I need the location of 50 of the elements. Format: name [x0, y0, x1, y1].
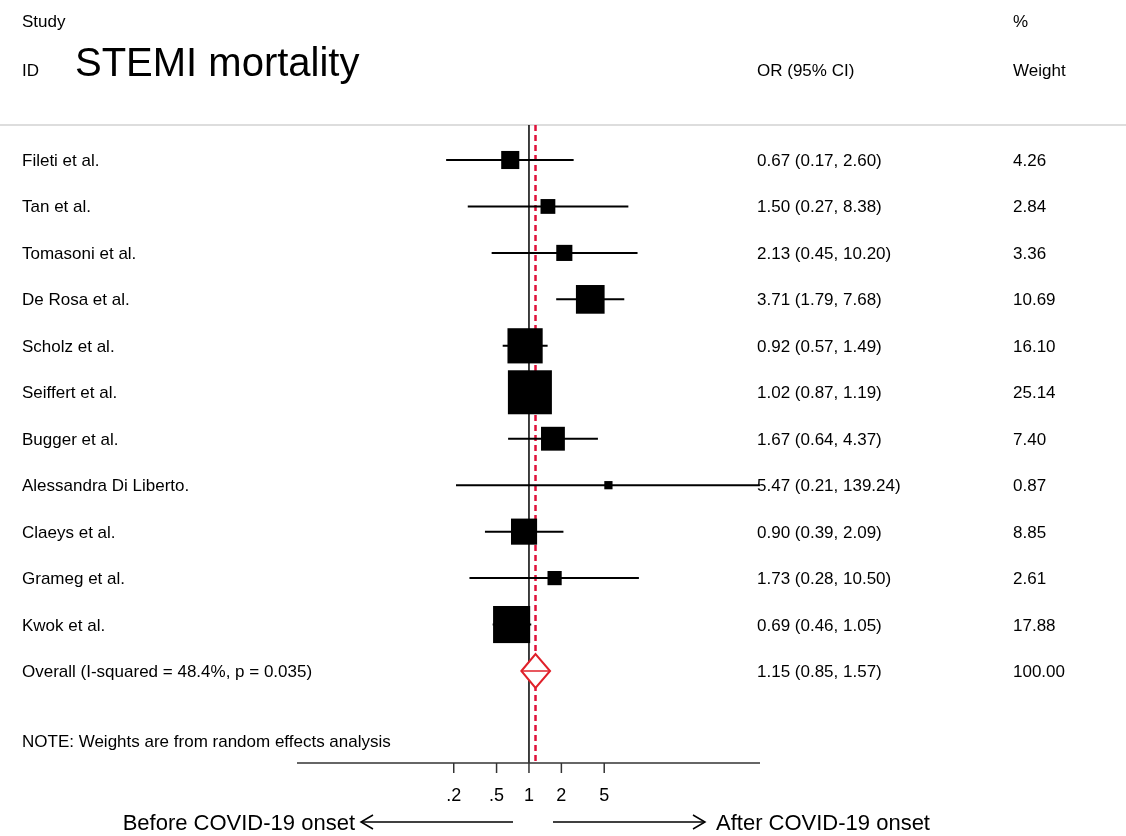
text: %	[1013, 12, 1029, 31]
annotation: 1.73 (0.28, 10.50)	[757, 569, 892, 589]
text: ID	[22, 61, 39, 80]
y-tick-label: Grameg et al.	[22, 569, 125, 589]
text: 16.10	[1013, 336, 1056, 356]
text: 4.26	[1013, 151, 1047, 170]
annotation: 1.67 (0.64, 4.37)	[757, 429, 882, 449]
annotation: 0.92 (0.57, 1.49)	[757, 336, 882, 356]
annotation: 1.50 (0.27, 8.38)	[757, 197, 882, 217]
x-tick-label: 1	[523, 785, 534, 805]
text: 2.61	[1013, 569, 1047, 589]
annotation: 2.13 (0.45, 10.20)	[757, 243, 892, 263]
text: After COVID-19 onset	[716, 810, 930, 835]
text: 7.40	[1013, 429, 1047, 449]
text: 0.87	[1013, 476, 1047, 496]
text: 10.69	[1013, 290, 1056, 310]
y-tick-label: Fileti et al.	[22, 151, 100, 170]
y-tick-label: Tomasoni et al.	[22, 243, 137, 263]
text: 8.85	[1013, 522, 1047, 542]
annotation: 1.15 (0.85, 1.57)	[757, 662, 882, 681]
text: 100.00	[1013, 662, 1065, 681]
y-tick-label: Seiffert et al.	[22, 383, 118, 403]
text: 2.84	[1013, 197, 1047, 217]
text: OR (95% CI)	[757, 61, 855, 80]
x-tick-label: .2	[446, 785, 462, 805]
annotation: 0.90 (0.39, 2.09)	[757, 522, 882, 542]
annotation: 3.71 (1.79, 7.68)	[757, 290, 882, 310]
text: Before COVID-19 onset	[122, 810, 355, 835]
text: 3.36	[1013, 243, 1047, 263]
y-tick-label: Bugger et al.	[22, 429, 119, 449]
x-tick-label: 2	[556, 785, 567, 805]
text: 25.14	[1013, 383, 1056, 403]
annotation: 0.69 (0.46, 1.05)	[757, 615, 882, 635]
x-tick-label: .5	[489, 785, 505, 805]
annotation: 1.02 (0.87, 1.19)	[757, 383, 882, 403]
y-tick-label: De Rosa et al.	[22, 290, 130, 310]
y-tick-label: Overall (I-squared = 48.4%, p = 0.035)	[22, 662, 313, 681]
text: Weight	[1013, 61, 1066, 80]
chart-title: STEMI mortality	[75, 40, 360, 84]
text: NOTE: Weights are from random effects analysis	[22, 732, 391, 751]
y-tick-label: Claeys et al.	[22, 522, 116, 542]
annotation: 0.67 (0.17, 2.60)	[757, 151, 882, 170]
text: Study	[22, 12, 66, 31]
y-tick-label: Alessandra Di Liberto.	[22, 476, 190, 496]
text: 17.88	[1013, 615, 1056, 635]
y-tick-label: Scholz et al.	[22, 336, 115, 356]
x-tick-label: 5	[599, 785, 610, 805]
annotation: 5.47 (0.21, 139.24)	[757, 476, 901, 496]
y-tick-label: Kwok et al.	[22, 615, 106, 635]
y-tick-label: Tan et al.	[22, 197, 91, 217]
